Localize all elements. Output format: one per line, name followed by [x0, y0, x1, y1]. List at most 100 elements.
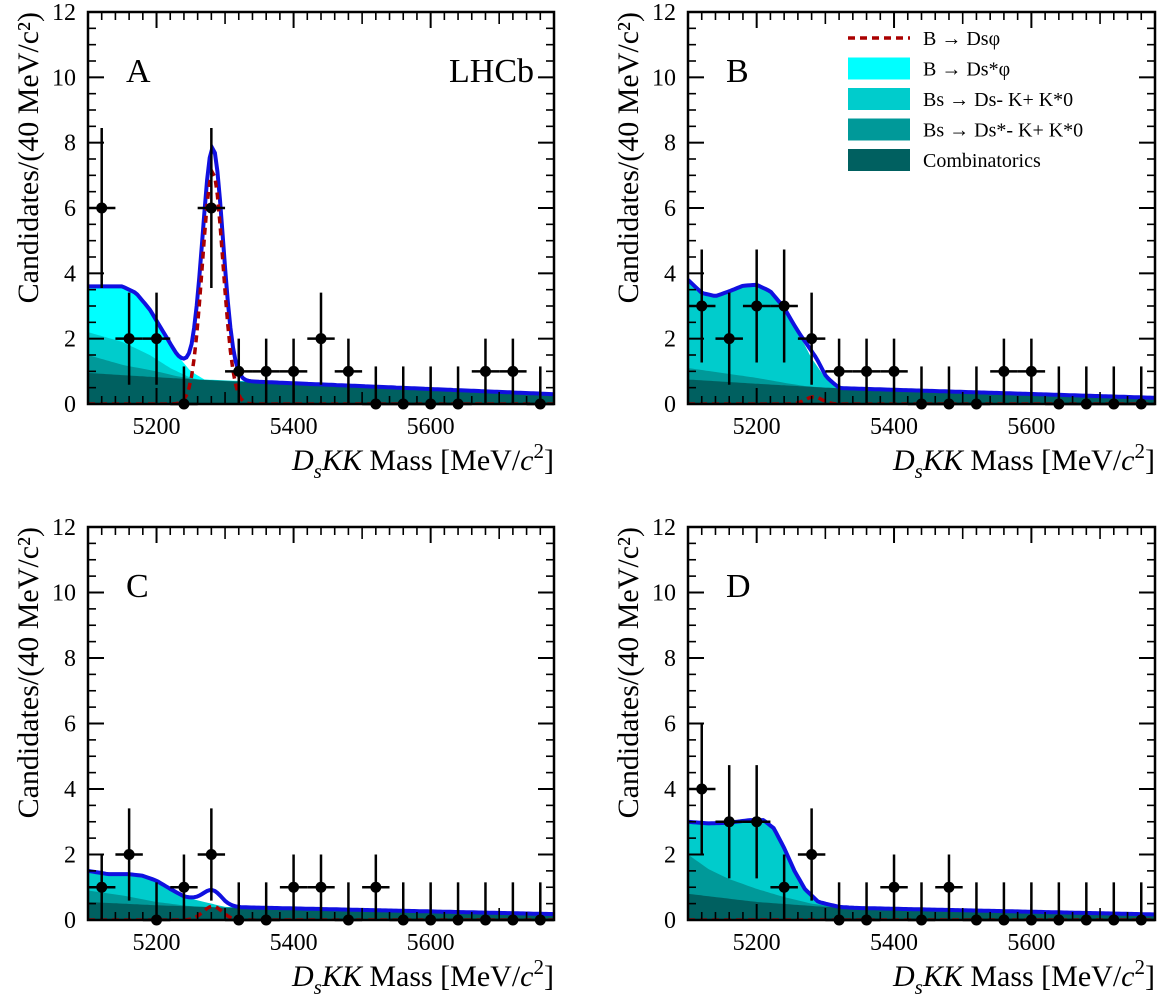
data-point [724, 816, 735, 827]
panel-label: B [726, 53, 749, 90]
y-tick-label: 0 [64, 908, 76, 934]
data-point [889, 882, 900, 893]
x-axis-title-part: Mass [MeV/ [362, 444, 521, 477]
data-point [889, 366, 900, 377]
data-point [96, 882, 107, 893]
legend-label: B → Ds*φ [923, 59, 1010, 81]
data-point [343, 366, 354, 377]
x-tick-label: 5200 [133, 414, 181, 440]
data-point [779, 301, 790, 312]
x-axis-title: DsKK Mass [MeV/c2] [892, 439, 1155, 483]
data-point [206, 849, 217, 860]
data-point [779, 882, 790, 893]
x-axis-title-part: Mass [MeV/ [963, 960, 1122, 993]
x-axis-title: DsKK Mass [MeV/c2] [291, 955, 554, 994]
x-tick-label: 5200 [133, 930, 181, 956]
y-tick-label: 8 [664, 646, 676, 672]
x-axis-title-part: Mass [MeV/ [362, 960, 521, 993]
y-tick-label: 0 [64, 392, 76, 418]
data-point [724, 333, 735, 344]
x-axis-title-part: 2 [534, 439, 545, 463]
x-axis-title-part: KK [321, 444, 364, 477]
data-point [861, 366, 872, 377]
experiment-label: LHCb [449, 53, 534, 90]
y-tick-label: 2 [664, 327, 676, 353]
y-tick-label: 4 [64, 261, 76, 287]
x-axis-title-part: 2 [1135, 439, 1146, 463]
panel-label: D [726, 568, 751, 605]
x-axis-title-part: Mass [MeV/ [963, 444, 1122, 477]
x-tick-label: 5600 [407, 414, 455, 440]
x-axis-title-part: 2 [1135, 955, 1146, 979]
y-tick-label: 6 [64, 196, 76, 222]
data-point [233, 366, 244, 377]
x-tick-label: 5400 [270, 930, 318, 956]
x-axis-title-part: ] [544, 444, 554, 477]
y-tick-label: 6 [664, 712, 676, 738]
x-axis-title-part: D [892, 444, 915, 477]
y-tick-label: 2 [64, 843, 76, 869]
x-axis-title-part: s [915, 459, 923, 483]
y-tick-label: 6 [664, 196, 676, 222]
data-point [178, 882, 189, 893]
data-point [943, 882, 954, 893]
y-axis-title: Candidates/(40 MeV/c²) [12, 527, 45, 818]
x-tick-label: 5200 [733, 930, 781, 956]
y-tick-label: 8 [664, 131, 676, 157]
legend: B → Dsφ B → Ds*φ Bs → Ds- K+ K*0 Bs → Ds*- … [848, 28, 1083, 172]
data-point [834, 366, 845, 377]
y-tick-label: 8 [64, 131, 76, 157]
x-axis-title: DsKK Mass [MeV/c2] [291, 439, 554, 483]
data-point [806, 333, 817, 344]
x-tick-label: 5400 [270, 414, 318, 440]
x-axis-title-part: s [915, 975, 923, 994]
y-tick-label: 10 [52, 65, 76, 91]
x-axis-title-part: ] [1145, 444, 1155, 477]
x-tick-label: 5600 [407, 930, 455, 956]
y-tick-label: 10 [52, 581, 76, 607]
data-point [806, 849, 817, 860]
y-axis-title: Candidates/(40 MeV/c²) [612, 12, 645, 303]
data-point [751, 301, 762, 312]
data-point [124, 333, 135, 344]
x-axis-title-part: KK [922, 960, 965, 993]
x-axis-title-part: ] [1145, 960, 1155, 993]
x-axis-title-part: KK [321, 960, 364, 993]
x-axis-title-part: KK [922, 444, 965, 477]
x-axis-title-part: c [520, 444, 533, 477]
data-point [316, 333, 327, 344]
legend-label: Bs → Ds- K+ K*0 [923, 89, 1073, 111]
data-point [124, 849, 135, 860]
y-tick-label: 6 [64, 712, 76, 738]
x-axis-title-part: c [1121, 960, 1134, 993]
y-axis-title: Candidates/(40 MeV/c²) [12, 12, 45, 303]
data-point [480, 366, 491, 377]
data-point [1026, 366, 1037, 377]
y-tick-label: 12 [52, 0, 76, 26]
y-tick-label: 12 [652, 515, 676, 541]
data-point [696, 301, 707, 312]
data-point [751, 816, 762, 827]
x-tick-label: 5600 [1007, 930, 1055, 956]
x-tick-label: 5400 [870, 930, 918, 956]
y-tick-label: 0 [664, 392, 676, 418]
data-point [206, 203, 217, 214]
data-point [261, 366, 272, 377]
legend-swatch [848, 88, 910, 110]
y-tick-label: 10 [652, 581, 676, 607]
y-tick-label: 12 [52, 515, 76, 541]
data-point [370, 882, 381, 893]
x-tick-label: 5200 [733, 414, 781, 440]
x-axis-title-part: D [291, 960, 314, 993]
data-point [151, 333, 162, 344]
x-axis-title-part: c [520, 960, 533, 993]
y-tick-label: 0 [664, 908, 676, 934]
x-axis-title-part: ] [544, 960, 554, 993]
y-tick-label: 4 [664, 777, 676, 803]
x-axis-title: DsKK Mass [MeV/c2] [892, 955, 1155, 994]
y-tick-label: 2 [64, 327, 76, 353]
